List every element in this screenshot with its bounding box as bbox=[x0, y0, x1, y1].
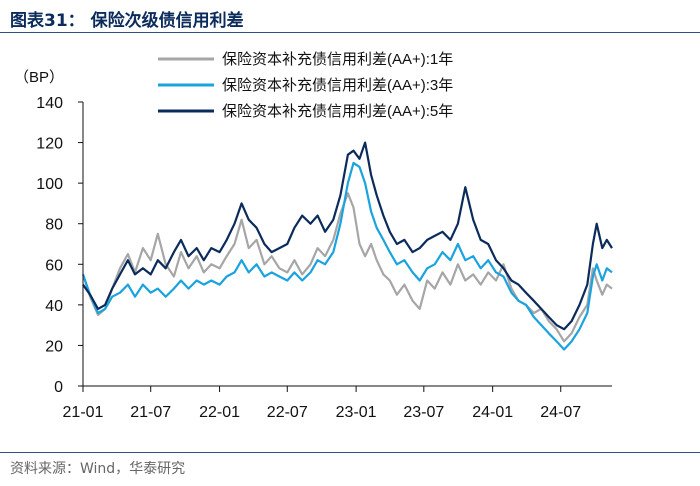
legend-label-3: 保险资本补充债信用利差(AA+):5年 bbox=[222, 103, 453, 120]
chart-axes: 0 20 40 60 80 100 120 140 21-01 21-07 22-01 22-07 23… bbox=[36, 95, 612, 421]
x-tick-label: 23-07 bbox=[403, 404, 444, 421]
header-rule bbox=[0, 32, 700, 33]
series-line-3 bbox=[82, 141, 613, 331]
x-tick-label: 22-07 bbox=[267, 404, 308, 421]
chart: （BP） 保险资本补充债信用利差(AA+):1年保险资本补充债信用利差(AA+)… bbox=[14, 51, 613, 421]
figure-title: 图表31： 保险次级债信用利差 bbox=[10, 11, 244, 31]
series-line-1 bbox=[81, 192, 613, 343]
chart-legend: 保险资本补充债信用利差(AA+):1年保险资本补充债信用利差(AA+):3年保险… bbox=[158, 51, 453, 120]
series-line-2 bbox=[81, 161, 613, 351]
x-tick-label: 21-01 bbox=[63, 404, 104, 421]
y-tick-label: 120 bbox=[36, 136, 63, 153]
y-tick-label: 0 bbox=[54, 379, 63, 396]
y-tick-label: 140 bbox=[36, 95, 63, 112]
x-tick-label: 24-01 bbox=[472, 404, 513, 421]
figure-header: 图表31： 保险次级债信用利差 bbox=[0, 0, 700, 36]
y-tick-label: 20 bbox=[45, 338, 63, 355]
y-tick-label: 40 bbox=[45, 298, 63, 315]
footer-rule bbox=[0, 452, 700, 453]
y-axis-unit-label: （BP） bbox=[14, 69, 64, 86]
y-tick-label: 60 bbox=[45, 257, 63, 274]
x-tick-label: 24-07 bbox=[540, 404, 581, 421]
y-tick-label: 100 bbox=[36, 176, 63, 193]
legend-label-2: 保险资本补充债信用利差(AA+):3年 bbox=[222, 77, 453, 94]
x-tick-label: 22-01 bbox=[199, 404, 240, 421]
legend-label-1: 保险资本补充债信用利差(AA+):1年 bbox=[222, 51, 453, 68]
y-tick-label: 80 bbox=[45, 217, 63, 234]
source-note: 资料来源：Wind，华泰研究 bbox=[10, 461, 186, 477]
x-tick-label: 21-07 bbox=[130, 404, 171, 421]
chart-series-lines bbox=[81, 141, 613, 351]
x-tick-label: 23-01 bbox=[336, 404, 377, 421]
